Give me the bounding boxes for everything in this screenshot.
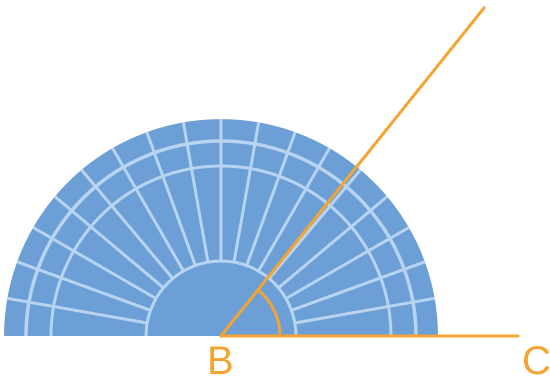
protractor: [4, 119, 438, 337]
protractor-tick: [32, 226, 157, 300]
protractor-tick: [257, 147, 331, 272]
point-label-c: C: [522, 339, 550, 378]
ray-ba: [219, 6, 486, 338]
protractor-tick: [16, 260, 152, 312]
protractor-tick: [53, 195, 165, 289]
angle-b-arc: [257, 288, 282, 337]
protractor-tick: [181, 122, 210, 263]
protractor-tick: [245, 131, 297, 267]
protractor-tick: [7, 296, 148, 325]
protractor-inner-arc: [144, 259, 298, 337]
protractor-tick-marks: [7, 119, 435, 325]
point-label-b: B: [207, 339, 234, 378]
protractor-tick: [294, 296, 435, 325]
protractor-tick: [80, 168, 174, 280]
protractor-tick: [290, 260, 426, 312]
protractor-tick: [232, 122, 261, 263]
protractor-tick: [111, 147, 185, 272]
protractor-tick: [285, 226, 410, 300]
protractor-tick: [277, 195, 389, 289]
protractor-tick: [145, 131, 197, 267]
protractor-tick: [268, 168, 362, 280]
